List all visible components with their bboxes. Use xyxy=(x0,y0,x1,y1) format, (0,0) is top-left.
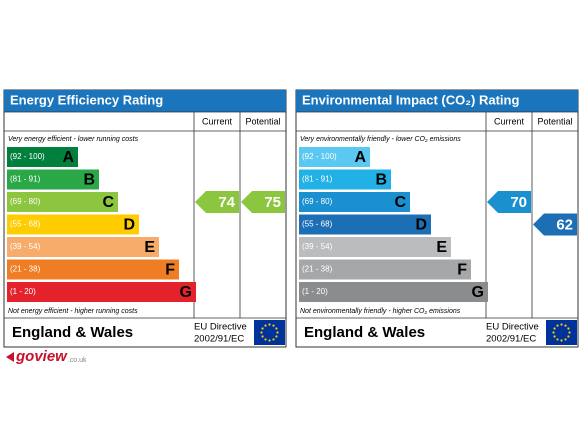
band-letter: F xyxy=(165,262,175,279)
title-bar xyxy=(296,90,578,112)
rating-arrow xyxy=(241,191,285,213)
band xyxy=(7,259,179,280)
eu-star xyxy=(568,331,571,334)
col-header: Current xyxy=(494,116,525,126)
logo-suffix: .co.uk xyxy=(68,357,87,364)
directive: 2002/91/EC xyxy=(194,334,244,345)
eu-star xyxy=(264,338,267,341)
eu-star xyxy=(553,327,556,330)
band-letter: D xyxy=(415,217,427,234)
logo: goview xyxy=(15,348,68,365)
band-range: (92 - 100) xyxy=(302,152,337,161)
top-note: Very energy efficient - lower running co… xyxy=(8,136,139,143)
eu-star xyxy=(264,324,267,327)
band-range: (81 - 91) xyxy=(302,175,333,184)
band-range: (55 - 68) xyxy=(302,220,333,229)
band-range: (81 - 91) xyxy=(10,175,41,184)
band-letter: G xyxy=(472,284,484,301)
eu-star xyxy=(268,323,271,326)
rating-arrow xyxy=(195,191,239,213)
eu-star xyxy=(552,331,555,334)
eu-star xyxy=(272,338,275,341)
band xyxy=(7,147,78,167)
band-range: (1 - 20) xyxy=(302,287,328,296)
rating-value: 62 xyxy=(556,216,573,233)
band-letter: B xyxy=(83,172,95,189)
directive: EU Directive xyxy=(194,322,247,333)
eu-star xyxy=(275,335,278,338)
eu-star xyxy=(564,324,567,327)
directive: 2002/91/EC xyxy=(486,334,536,345)
eu-star xyxy=(553,335,556,338)
band-letter: C xyxy=(102,194,114,211)
eu-star xyxy=(276,331,279,334)
band-range: (39 - 54) xyxy=(302,242,333,251)
top-note: Very environmentally friendly - lower CO… xyxy=(300,136,461,143)
panel-title: Energy Efficiency Rating xyxy=(10,92,163,107)
band-range: (69 - 80) xyxy=(302,197,333,206)
band xyxy=(7,192,118,212)
band xyxy=(299,259,471,280)
logo-mark xyxy=(6,352,14,362)
rating-arrow xyxy=(533,213,577,236)
eu-star xyxy=(567,335,570,338)
eu-star xyxy=(268,339,271,342)
region: England & Wales xyxy=(12,324,133,341)
rating-value: 74 xyxy=(218,194,235,211)
band-letter: A xyxy=(354,149,366,166)
band-letter: G xyxy=(180,284,192,301)
eu-star xyxy=(560,323,563,326)
eu-star xyxy=(272,324,275,327)
eu-star xyxy=(260,331,263,334)
band-letter: A xyxy=(62,149,74,166)
eu-star xyxy=(261,335,264,338)
band xyxy=(7,214,139,235)
panel-title: Environmental Impact (CO₂) Rating xyxy=(302,92,519,107)
eu-star xyxy=(261,327,264,330)
band-letter: E xyxy=(144,239,155,256)
band-letter: D xyxy=(123,217,135,234)
eu-star xyxy=(567,327,570,330)
band xyxy=(299,147,370,167)
col-header: Potential xyxy=(245,116,280,126)
col-header: Current xyxy=(202,116,233,126)
band-letter: F xyxy=(457,262,467,279)
band-range: (21 - 38) xyxy=(302,265,333,274)
eu-star xyxy=(560,339,563,342)
bottom-note: Not environmentally friendly - higher CO… xyxy=(300,308,461,315)
band xyxy=(299,237,451,257)
region: England & Wales xyxy=(304,324,425,341)
band-range: (55 - 68) xyxy=(10,220,41,229)
band-letter: B xyxy=(375,172,387,189)
col-header: Potential xyxy=(537,116,572,126)
band xyxy=(299,214,431,235)
band xyxy=(7,169,99,190)
eu-star xyxy=(556,338,559,341)
band-letter: E xyxy=(436,239,447,256)
title-bar xyxy=(4,90,286,112)
band-letter: C xyxy=(394,194,406,211)
rating-arrow xyxy=(487,191,531,213)
directive: EU Directive xyxy=(486,322,539,333)
band xyxy=(7,282,196,302)
rating-value: 70 xyxy=(510,194,527,211)
band xyxy=(299,282,488,302)
band xyxy=(7,237,159,257)
eu-star xyxy=(556,324,559,327)
band xyxy=(299,192,410,212)
rating-value: 75 xyxy=(264,194,281,211)
band-range: (69 - 80) xyxy=(10,197,41,206)
bottom-note: Not energy efficient - higher running co… xyxy=(8,308,138,315)
eu-star xyxy=(564,338,567,341)
band-range: (1 - 20) xyxy=(10,287,36,296)
band-range: (21 - 38) xyxy=(10,265,41,274)
band-range: (92 - 100) xyxy=(10,152,45,161)
band xyxy=(299,169,391,190)
eu-star xyxy=(275,327,278,330)
band-range: (39 - 54) xyxy=(10,242,41,251)
